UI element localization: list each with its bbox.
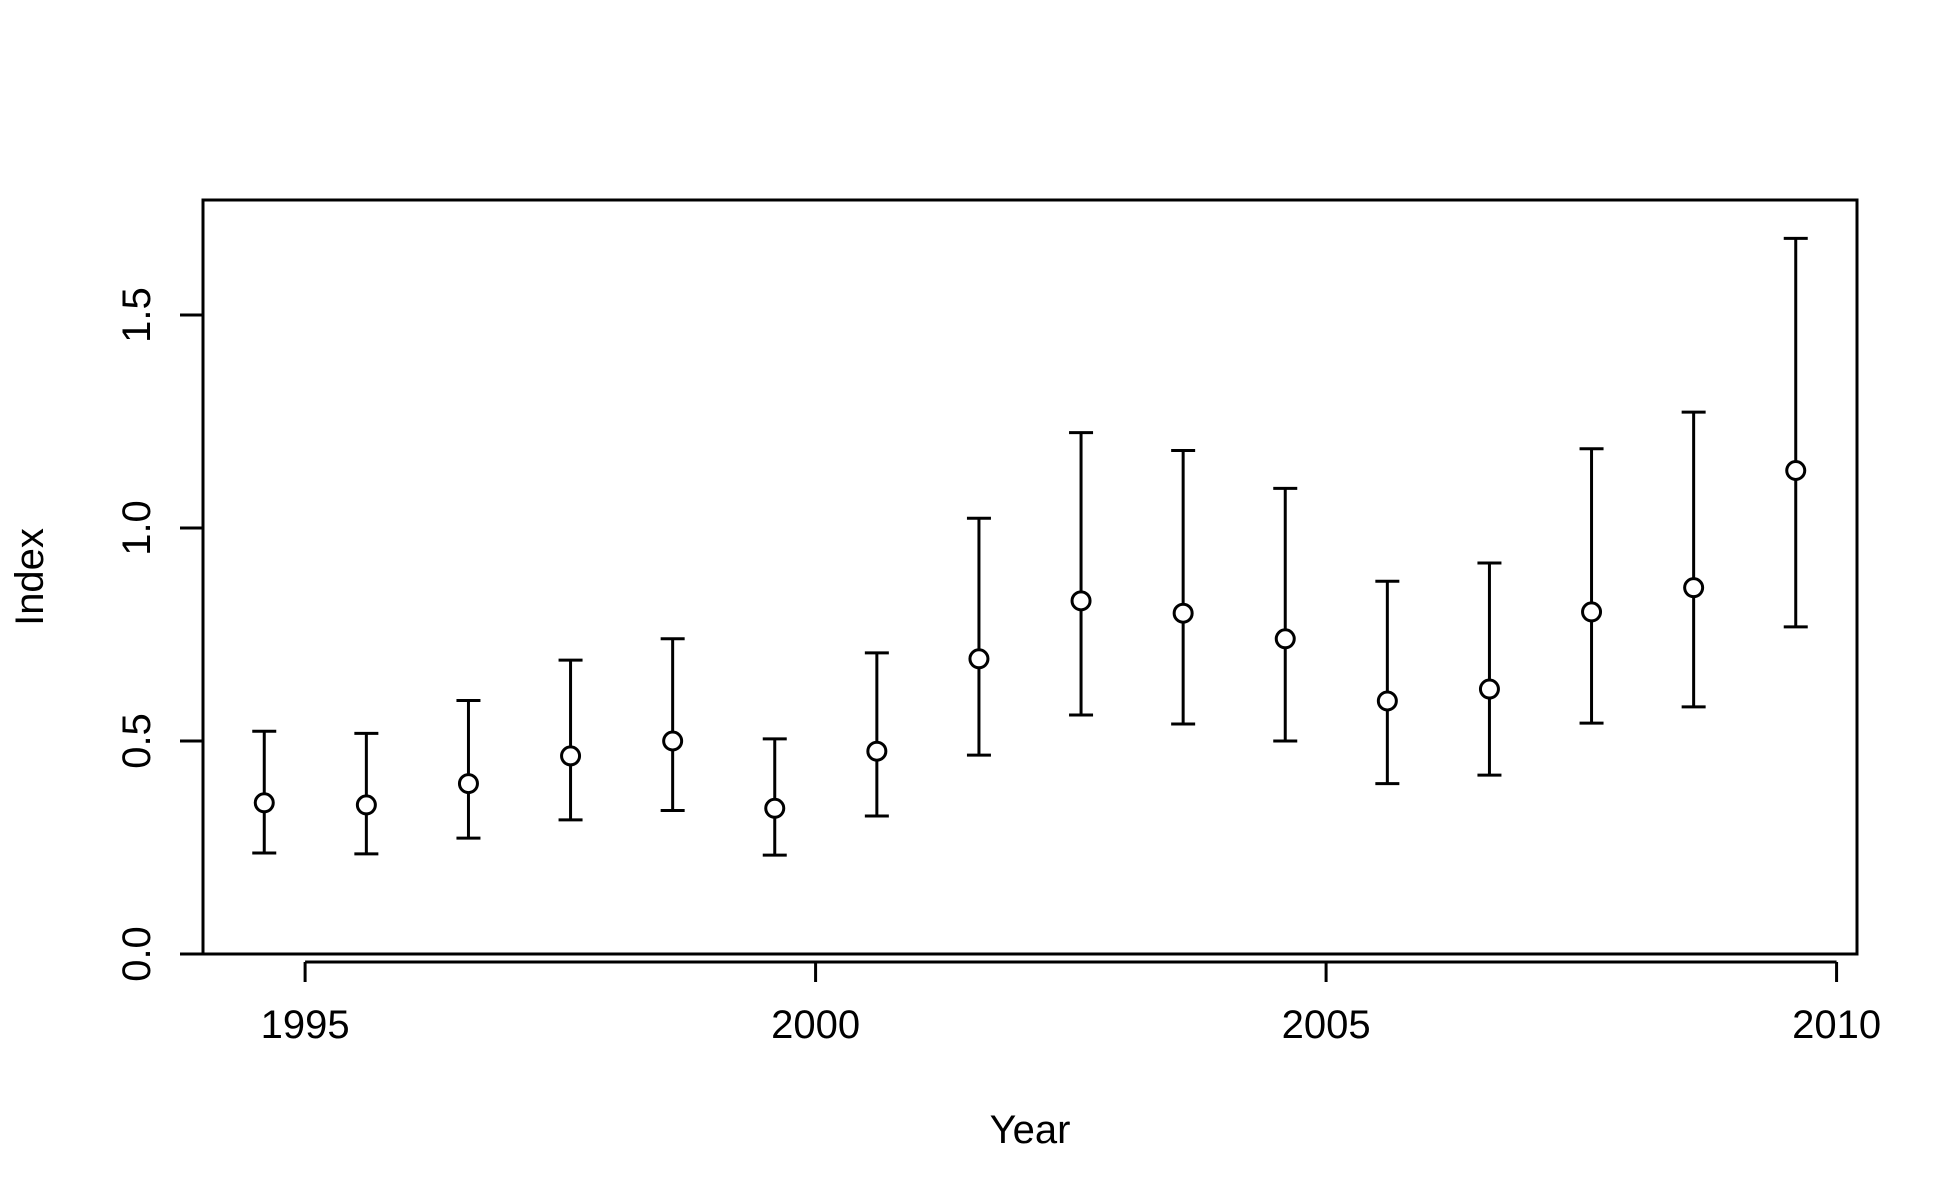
x-axis-title: Year [990,1108,1071,1152]
y-tick-label: 0.0 [115,926,159,982]
error-bars [252,236,1808,857]
data-point [968,648,990,670]
data-point [1478,678,1500,700]
x-tick-label: 2010 [1792,1003,1881,1047]
y-tick-label: 0.5 [115,713,159,769]
data-point [1172,602,1194,624]
x-tick-label: 2000 [771,1003,860,1047]
data-points [253,460,1807,819]
data-point [457,773,479,795]
y-tick-label: 1.0 [115,500,159,556]
data-point [560,745,582,767]
data-point [764,797,786,819]
x-tick-label: 2005 [1282,1003,1371,1047]
y-axis-ticks: 0.0 0.5 1.0 1.5 [115,287,203,982]
data-point [1785,460,1807,482]
data-point [355,794,377,816]
data-point [1683,577,1705,599]
data-point [253,792,275,814]
plot-frame [201,198,1859,956]
data-point [1274,628,1296,650]
data-point [1376,690,1398,712]
data-point [1070,590,1092,612]
y-tick-label: 1.5 [115,287,159,343]
x-axis-ticks: 1995 2000 2005 2010 [261,962,1881,1047]
data-point [866,740,888,762]
x-tick-label: 1995 [261,1003,350,1047]
data-point [662,730,684,752]
y-axis-title: Index [8,528,52,626]
data-point [1581,601,1603,623]
